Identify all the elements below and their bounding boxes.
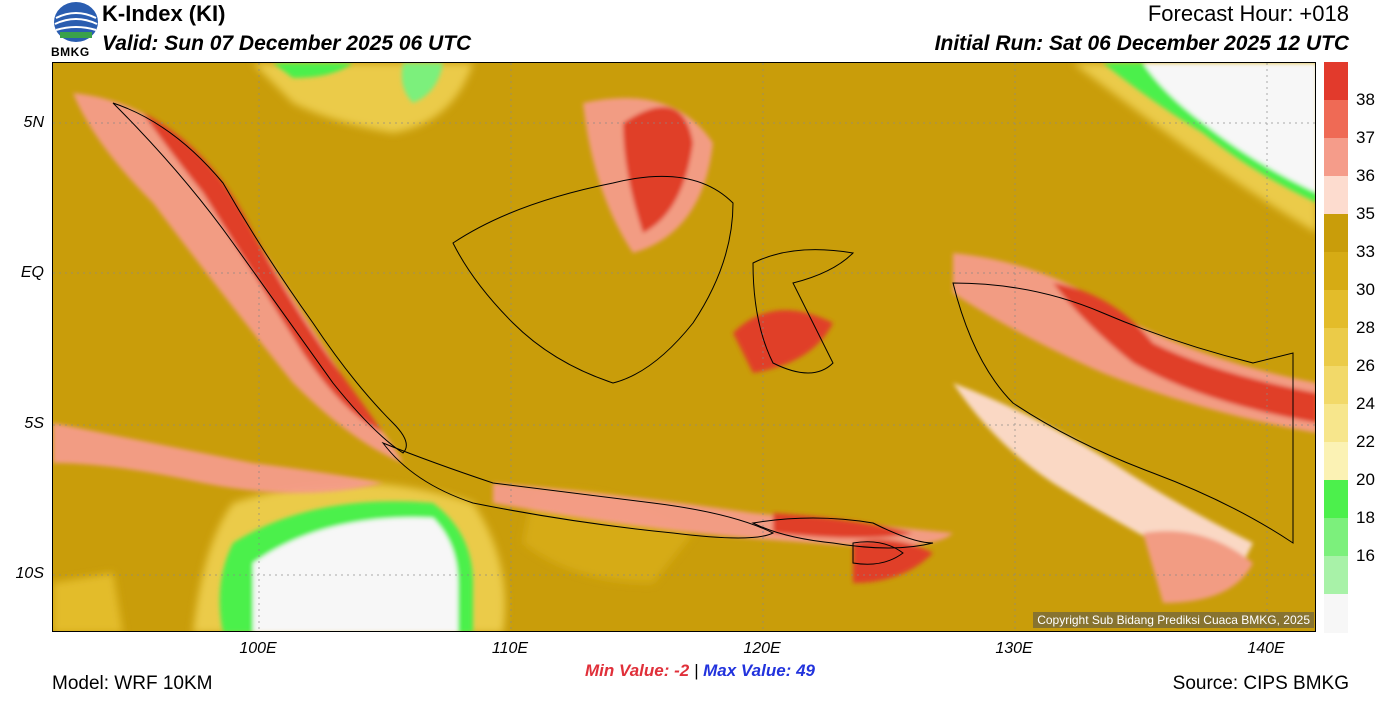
max-value: 49 — [796, 661, 815, 680]
k-index-map — [52, 62, 1316, 632]
map-title: K-Index (KI) — [102, 1, 226, 26]
lat-tick-eq: EQ — [20, 264, 44, 281]
colorbar-segment — [1324, 138, 1348, 177]
colorbar-segment — [1324, 366, 1348, 405]
colorbar-segment — [1324, 556, 1348, 595]
lon-tick-110e: 110E — [491, 640, 529, 657]
colorbar-label: 33 — [1356, 242, 1375, 261]
colorbar-segment — [1324, 100, 1348, 139]
valid-time: Valid: Sun 07 December 2025 06 UTC — [102, 32, 472, 55]
colorbar-label: 35 — [1356, 204, 1375, 223]
min-label: Min Value: — [585, 661, 670, 680]
colorbar-label: 37 — [1356, 128, 1375, 147]
colorbar-segment — [1324, 290, 1348, 329]
min-value: -2 — [674, 661, 690, 680]
forecast-hour: Forecast Hour: +018 — [1147, 1, 1349, 26]
lon-tick-120e: 120E — [743, 640, 781, 657]
colorbar-label: 20 — [1356, 470, 1375, 489]
colorbar-label: 24 — [1356, 394, 1375, 413]
lat-tick-10s: 10S — [15, 565, 44, 582]
logo-text: BMKG — [51, 45, 90, 59]
colorbar-label: 28 — [1356, 318, 1375, 337]
colorbar-segment — [1324, 442, 1348, 481]
colorbar-label: 22 — [1356, 432, 1375, 451]
colorbar — [1324, 62, 1348, 633]
copyright-note: Copyright Sub Bidang Prediksi Cuaca BMKG… — [1033, 612, 1314, 628]
colorbar-label: 26 — [1356, 356, 1375, 375]
colorbar-segment — [1324, 480, 1348, 519]
colorbar-segment — [1324, 328, 1348, 367]
colorbar-label: 18 — [1356, 508, 1375, 527]
colorbar-label: 36 — [1356, 166, 1375, 185]
colorbar-segment — [1324, 518, 1348, 557]
colorbar-segment — [1324, 404, 1348, 443]
colorbar-segment — [1324, 62, 1348, 101]
colorbar-segment — [1324, 176, 1348, 215]
model-label: Model: WRF 10KM — [52, 673, 213, 694]
colorbar-label: 16 — [1356, 546, 1375, 565]
lat-tick-5s: 5S — [24, 415, 44, 432]
bmkg-logo-icon — [52, 0, 100, 60]
colorbar-label: 38 — [1356, 90, 1375, 109]
initial-run: Initial Run: Sat 06 December 2025 12 UTC — [934, 32, 1349, 55]
max-label: Max Value: — [703, 661, 792, 680]
colorbar-segment — [1324, 214, 1348, 253]
map-canvas — [53, 63, 1315, 631]
separator: | — [693, 661, 699, 680]
lon-tick-130e: 130E — [995, 640, 1033, 657]
lon-tick-100e: 100E — [239, 640, 277, 657]
colorbar-segment — [1324, 252, 1348, 291]
min-max-values: Min Value: -2 | Max Value: 49 — [0, 661, 1400, 681]
colorbar-segment — [1324, 594, 1348, 633]
source-label: Source: CIPS BMKG — [1172, 673, 1349, 694]
lon-tick-140e: 140E — [1247, 640, 1285, 657]
colorbar-label: 30 — [1356, 280, 1375, 299]
lat-tick-5n: 5N — [23, 114, 44, 131]
